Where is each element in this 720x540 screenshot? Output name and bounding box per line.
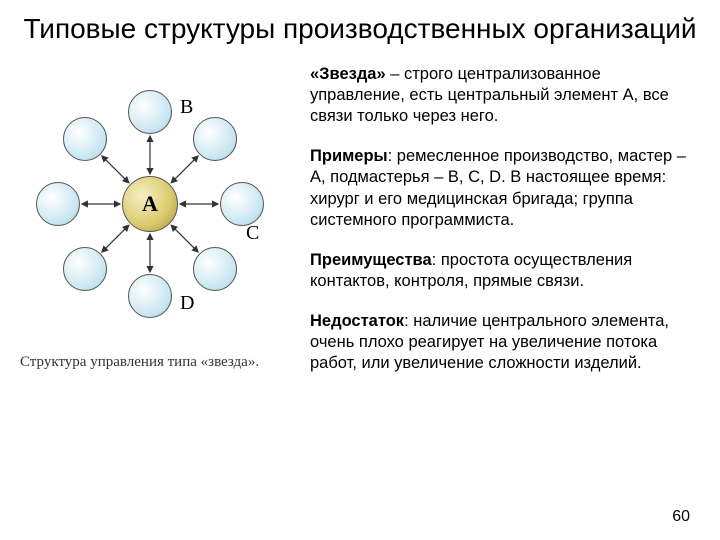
- center-node: A: [122, 176, 178, 232]
- outer-node: [193, 247, 237, 291]
- page-number: 60: [672, 508, 690, 526]
- para-examples: Примеры: ремесленное производство, масте…: [310, 146, 700, 232]
- term-disadvantage: Недостаток: [310, 312, 404, 330]
- term-advantages: Преимущества: [310, 251, 432, 269]
- outer-node: [193, 117, 237, 161]
- content-area: A B C D Структура управления типа «звезда»…: [0, 54, 720, 393]
- outer-node: [128, 274, 172, 318]
- para-advantages: Преимущества: простота осуществления кон…: [310, 250, 700, 293]
- node-label: C: [246, 222, 259, 245]
- outer-node: [63, 117, 107, 161]
- para-definition: «Звезда» – строго централизованное управ…: [310, 64, 700, 128]
- term-star: «Звезда»: [310, 65, 386, 83]
- node-label: B: [180, 96, 193, 119]
- diagram-caption: Структура управления типа «звезда».: [20, 354, 300, 371]
- outer-node: [36, 182, 80, 226]
- outer-node: [220, 182, 264, 226]
- star-diagram: A B C D: [20, 74, 280, 334]
- outer-node: [63, 247, 107, 291]
- node-label: D: [180, 292, 194, 315]
- para-disadvantage: Недостаток: наличие центрального элемент…: [310, 311, 700, 375]
- text-column: «Звезда» – строго централизованное управ…: [300, 64, 700, 393]
- page-title: Типовые структуры производственных орган…: [0, 0, 720, 54]
- term-examples: Примеры: [310, 147, 388, 165]
- diagram-column: A B C D Структура управления типа «звезда»…: [20, 64, 300, 393]
- outer-node: [128, 90, 172, 134]
